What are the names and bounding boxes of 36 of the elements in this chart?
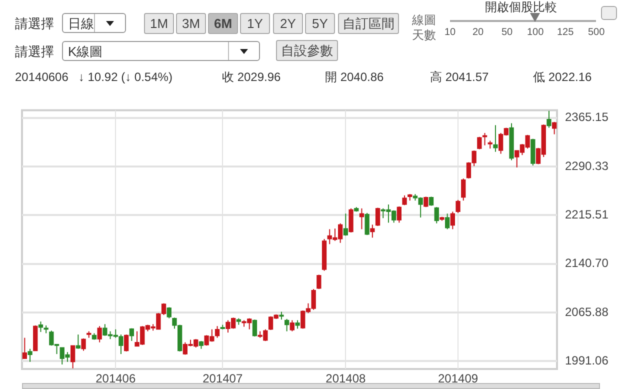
y-tick-label: 2365.15	[565, 110, 609, 124]
x-tick-label: 201406	[96, 372, 136, 386]
y-tick-label: 2215.51	[565, 208, 609, 222]
text: 1M	[144, 13, 174, 34]
x-tick-label: 201407	[202, 372, 243, 386]
text: 線圖	[412, 13, 436, 27]
text: 天數	[412, 28, 436, 42]
period-dropdown: 日線	[62, 13, 126, 33]
y-tick-label: 2140.70	[565, 256, 609, 270]
text: 自訂區間	[338, 13, 399, 34]
text: 20	[471, 27, 485, 39]
text: 低 2022.16	[533, 70, 592, 84]
y-tick-label: 2290.33	[565, 158, 609, 173]
text: 1Y	[240, 13, 270, 34]
y-tick-label: 1991.06	[565, 353, 609, 368]
text: 20140606 ↓ 10.92 (↓ 0.54%)	[15, 70, 172, 84]
x-tick-label: 201409	[438, 372, 478, 386]
text: 自設參數	[276, 40, 338, 61]
y-tick-label: 2065.88	[565, 304, 609, 319]
text: 請選擇	[15, 16, 54, 31]
text: 請選擇	[15, 44, 54, 59]
text: 收 2029.96	[222, 70, 281, 84]
chart-type-dropdown: K線圖	[62, 41, 260, 61]
text: 100	[527, 27, 544, 39]
x-tick-label: 201408	[326, 372, 366, 386]
text: 高 2041.57	[430, 70, 489, 84]
text: 開 2040.86	[325, 70, 384, 84]
text: 10	[443, 27, 457, 39]
text: 開啟個股比較	[485, 0, 557, 14]
text: 125	[557, 27, 574, 39]
text: 5Y	[305, 13, 335, 34]
text: 3M	[176, 13, 206, 34]
text: 500	[588, 27, 605, 39]
text: 2Y	[273, 13, 303, 34]
text: 6M	[208, 13, 238, 34]
text: 50	[500, 27, 514, 39]
